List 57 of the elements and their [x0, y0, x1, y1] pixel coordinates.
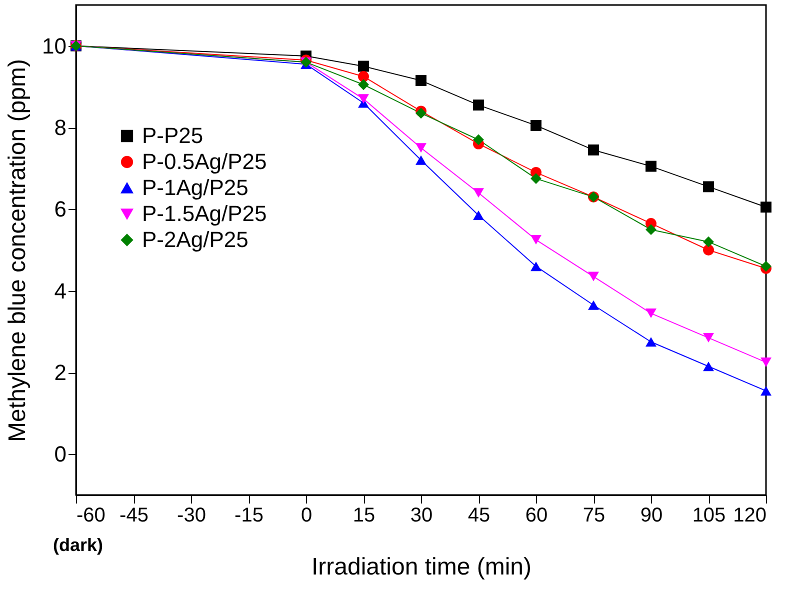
- y-tick-label: 4: [54, 278, 66, 304]
- point: [646, 224, 656, 236]
- point: [703, 362, 714, 372]
- x-tick-label: 120: [733, 504, 766, 526]
- legend-label: P-P25: [142, 123, 204, 148]
- point: [530, 235, 542, 245]
- y-tick-label: 0: [54, 442, 66, 467]
- point: [358, 79, 369, 90]
- x-tick-label: -45: [120, 504, 148, 526]
- point: [358, 70, 369, 82]
- point: [358, 94, 369, 104]
- x-tick-label: 30: [410, 504, 433, 526]
- point: [473, 134, 484, 146]
- x-tick-label: 60: [525, 504, 548, 526]
- x-tick-label: 90: [640, 504, 663, 526]
- point: [703, 236, 714, 248]
- x-tick-label: -60: [76, 504, 106, 526]
- text: (dark): [52, 535, 104, 555]
- point: [760, 202, 772, 213]
- point: [703, 181, 714, 192]
- point: [646, 337, 656, 347]
- y-tick-label: 6: [54, 196, 66, 222]
- point: [416, 75, 426, 86]
- point: [703, 244, 714, 256]
- point: [473, 210, 484, 220]
- point: [760, 358, 772, 368]
- x-tick-label: 0: [300, 504, 312, 526]
- legend-label: P-0.5Ag/P25: [142, 149, 267, 174]
- point: [760, 386, 772, 396]
- x-tick-label: 45: [468, 504, 490, 526]
- legend-label: P-1.5Ag/P25: [142, 201, 267, 226]
- legend-label: P-1Ag/P25: [142, 175, 248, 200]
- point: [703, 333, 714, 343]
- point: [530, 262, 542, 272]
- point: [358, 60, 369, 72]
- point: [530, 173, 542, 184]
- y-tick-label: 8: [54, 115, 66, 140]
- point: [416, 143, 426, 153]
- point: [416, 155, 426, 165]
- x-tick-label: -30: [177, 504, 206, 526]
- point: [530, 120, 542, 131]
- point: [588, 300, 599, 310]
- point: [588, 272, 599, 282]
- x-tick-label: -15: [234, 504, 264, 526]
- x-tick-label: 75: [582, 504, 606, 526]
- y-tick-label: 2: [54, 360, 66, 385]
- point: [473, 188, 484, 198]
- legend-label: P-2Ag/P25: [142, 227, 248, 252]
- x-tick-label: 15: [352, 504, 376, 526]
- point: [473, 100, 484, 111]
- x-tick-label: 105: [692, 504, 726, 526]
- point: [646, 160, 656, 172]
- y-tick-label: 10: [42, 33, 66, 58]
- y-axis-title: Methylene blue concentration (ppm): [4, 59, 32, 442]
- x-axis-title: Irradiation time (min): [311, 554, 532, 580]
- point: [588, 144, 599, 156]
- point: [646, 308, 656, 318]
